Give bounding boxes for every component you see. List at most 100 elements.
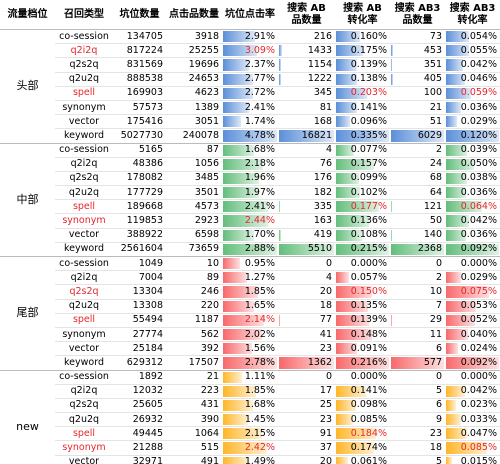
table-cell: 0.136% xyxy=(335,213,390,229)
cell-text: 25255 xyxy=(188,44,219,56)
data-bar xyxy=(223,229,255,241)
cell-text: 7004 xyxy=(138,271,163,283)
group-label: 头部 xyxy=(0,29,55,144)
cell-text: 351 xyxy=(423,58,442,70)
table-cell: 20 xyxy=(278,284,335,300)
table-row: keyword 629312 17507 2.78% 1362 0.216% 577 0.09… xyxy=(0,355,500,371)
table-cell: 182 xyxy=(278,185,335,201)
table-cell: synonym xyxy=(55,100,113,116)
cell-text: vector xyxy=(68,115,100,127)
table-cell: 1.85% xyxy=(222,284,278,300)
cell-text: synonym xyxy=(62,442,106,454)
data-bar xyxy=(223,59,249,71)
data-bar xyxy=(223,414,249,426)
table-cell: 0 xyxy=(390,370,445,385)
cell-text: 1.27% xyxy=(244,271,275,283)
table-row: q2i2q 7004 89 1.27% 4 0.057% 2 0.029% xyxy=(0,270,500,286)
cell-text: 178082 xyxy=(126,172,163,184)
table-cell: 629312 xyxy=(113,355,166,371)
data-bar xyxy=(223,258,241,270)
table-cell: 87 xyxy=(166,143,222,158)
cell-text: 0.000% xyxy=(350,257,387,269)
table-cell: 23 xyxy=(278,341,335,357)
data-bar xyxy=(446,428,468,440)
table-cell: 817224 xyxy=(113,43,166,59)
table-cell: 25605 xyxy=(113,398,166,414)
table-cell: 1064 xyxy=(166,426,222,442)
cell-text: 0.148% xyxy=(350,328,387,340)
cell-text: 1.68% xyxy=(244,144,275,156)
data-bar xyxy=(446,272,462,284)
cell-text: 163 xyxy=(313,215,332,227)
cell-text: q2i2q xyxy=(70,158,98,170)
table-cell: 2.18% xyxy=(222,157,278,172)
table-row: 尾部 co-session 1049 10 0.95% 0 0.000% 0 0.000% xyxy=(0,256,500,371)
table-cell: 0.092% xyxy=(445,355,500,371)
data-bar xyxy=(446,130,499,142)
data-bar xyxy=(336,442,374,454)
cell-text: 335 xyxy=(313,200,332,212)
table-cell: synonym xyxy=(55,327,113,343)
table-cell: 0.040% xyxy=(445,327,500,343)
table-cell: 6029 xyxy=(390,128,445,144)
table-cell: 189668 xyxy=(113,199,166,215)
data-bar xyxy=(336,428,377,440)
table-cell: 2.15% xyxy=(222,426,278,442)
table-cell: 1.74% xyxy=(222,114,278,130)
table-cell: 163 xyxy=(278,213,335,229)
data-bar xyxy=(223,328,262,341)
cell-text: 1389 xyxy=(194,101,219,113)
data-bar xyxy=(336,399,357,412)
table-cell: 3051 xyxy=(166,114,222,130)
data-bar xyxy=(336,243,389,255)
cell-text: 21288 xyxy=(132,442,163,454)
table-cell: 5 xyxy=(390,384,445,399)
table-cell: 2.41% xyxy=(222,199,278,215)
data-bar xyxy=(336,158,375,170)
cell-text: 3.09% xyxy=(244,44,275,56)
cell-text: 0.046% xyxy=(460,73,497,85)
table-cell: 0 xyxy=(278,256,335,272)
cell-text: 13308 xyxy=(132,300,163,312)
table-cell: 41 xyxy=(278,327,335,343)
table-cell: 76 xyxy=(278,157,335,172)
cell-text: 0.184% xyxy=(350,427,387,439)
data-bar xyxy=(336,328,372,341)
cell-text: 220 xyxy=(200,300,219,312)
data-bar xyxy=(223,399,253,412)
table-cell: 0 xyxy=(278,370,335,385)
table-cell: 0.036% xyxy=(445,228,500,243)
cell-text: 50 xyxy=(429,215,442,227)
cell-text: 0.042% xyxy=(460,385,497,397)
cell-text: 0.139% xyxy=(350,314,387,326)
table-row: vector 388922 6598 1.70% 419 0.108% 140 0.036% xyxy=(0,228,500,243)
table-cell: 577 xyxy=(390,355,445,371)
table-cell: 0.102% xyxy=(335,185,390,201)
table-cell: 3501 xyxy=(166,185,222,201)
table-cell: 0.046% xyxy=(445,72,500,87)
cell-text: 453 xyxy=(423,44,442,56)
table-cell: 831569 xyxy=(113,57,166,73)
cell-text: 26932 xyxy=(132,413,163,425)
cell-text: 182 xyxy=(313,186,332,198)
table-cell: 1.45% xyxy=(222,412,278,428)
cell-text: 41 xyxy=(319,328,332,340)
table-cell: 2.78% xyxy=(222,355,278,371)
data-bar xyxy=(446,399,456,412)
data-bar xyxy=(223,456,250,464)
table-cell: q2i2q xyxy=(55,384,113,399)
cell-text: 0.055% xyxy=(460,44,497,56)
cell-text: 0 xyxy=(435,257,442,269)
table-cell: q2i2q xyxy=(55,157,113,172)
table-cell: 515 xyxy=(166,440,222,456)
table-cell: 1433 xyxy=(278,43,335,59)
table-row: spell 49445 1064 2.15% 91 0.184% 23 0.047% xyxy=(0,426,500,442)
table-cell: 2368 xyxy=(390,242,445,258)
data-bar xyxy=(446,172,467,185)
cell-text: 0.138% xyxy=(350,73,387,85)
cell-text: 6029 xyxy=(417,129,442,141)
cell-text: 17507 xyxy=(188,356,219,368)
cell-text: 5 xyxy=(435,385,442,397)
table-cell: keyword xyxy=(55,128,113,144)
